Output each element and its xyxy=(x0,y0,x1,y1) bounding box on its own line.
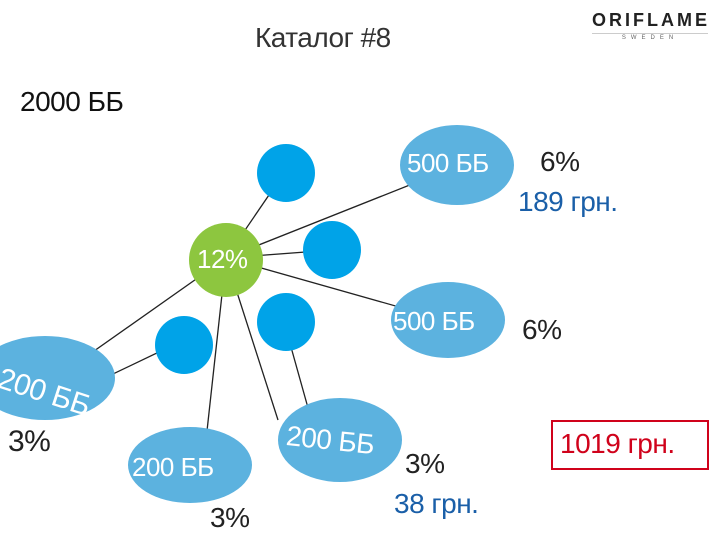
total-amount: 1019 грн. xyxy=(560,428,675,459)
member-node-lower-mid xyxy=(257,293,315,351)
mid-right-percent: 6% xyxy=(522,314,562,345)
ellipse-left xyxy=(0,336,115,420)
center-node xyxy=(189,223,263,297)
bottom-mid-amount: 38 грн. xyxy=(394,488,479,519)
left-percent: 3% xyxy=(8,425,51,458)
total-amount-box xyxy=(551,420,709,470)
top-right-percent: 6% xyxy=(540,146,580,177)
member-node-top xyxy=(257,144,315,202)
total-points: 2000 ББ xyxy=(20,86,124,117)
ellipse-bottom-mid xyxy=(278,398,402,482)
ellipse-bottom-left xyxy=(128,427,252,503)
top-right-points: 500 ББ xyxy=(407,148,489,178)
logo-wordmark: ORIFLAME xyxy=(592,10,710,30)
center-node-label: 12% xyxy=(197,244,248,274)
bottom-mid-percent: 3% xyxy=(405,448,445,479)
oriflame-logo: ORIFLAME SWEDEN xyxy=(592,10,708,41)
mid-right-points: 500 ББ xyxy=(393,306,475,336)
bottom-left-points: 200 ББ xyxy=(132,452,214,482)
member-node-lower-left xyxy=(155,316,213,374)
top-right-amount: 189 грн. xyxy=(518,186,618,217)
ellipse-mid-right xyxy=(391,282,505,358)
ellipse-top-right xyxy=(400,125,514,205)
member-node-right xyxy=(303,221,361,279)
bottom-left-percent: 3% xyxy=(210,502,250,533)
catalog-title: Каталог #8 xyxy=(255,22,391,53)
logo-subtext: SWEDEN xyxy=(592,33,708,41)
